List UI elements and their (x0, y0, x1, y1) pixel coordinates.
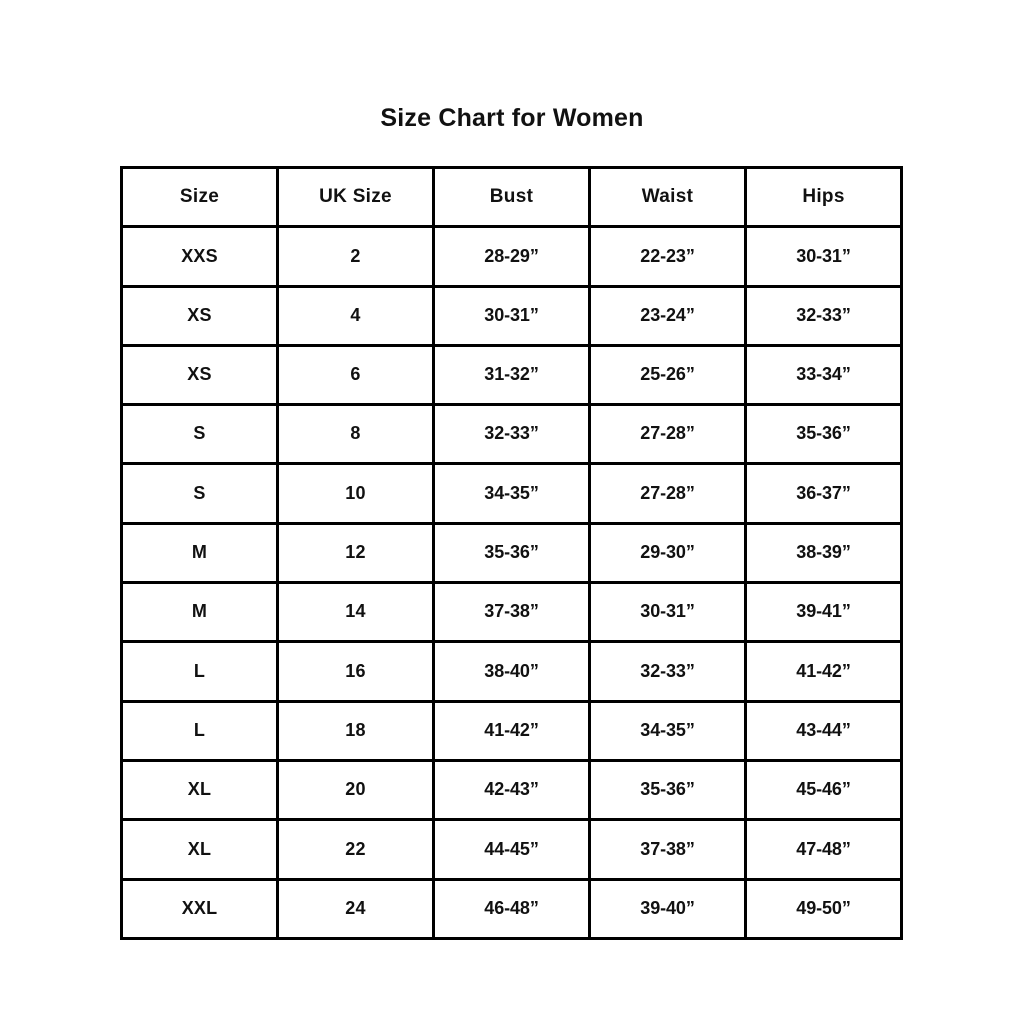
cell-size: XL (120, 758, 279, 822)
cell-bust: 30-31” (432, 284, 591, 347)
cell-bust: 41-42” (432, 699, 591, 762)
cell-size: M (120, 521, 279, 585)
size-chart-table-container: Size UK Size Bust Waist Hips XXS 2 28-29” 2… (120, 165, 903, 940)
cell-hips: 32-33” (744, 284, 903, 347)
cell-uk-size: 22 (276, 818, 435, 881)
cell-size: XXL (120, 877, 279, 940)
table-row: S 10 34-35” 27-28” 36-37” (120, 462, 903, 525)
cell-uk-size: 4 (276, 284, 435, 347)
cell-hips: 41-42” (744, 640, 903, 703)
table-row: XS 6 31-32” 25-26” 33-34” (120, 343, 903, 407)
cell-hips: 49-50” (744, 877, 903, 940)
cell-waist: 39-40” (588, 877, 747, 940)
cell-size: L (120, 640, 279, 703)
cell-size: M (120, 581, 279, 644)
cell-size: S (120, 462, 279, 525)
cell-bust: 28-29” (432, 225, 591, 288)
cell-bust: 42-43” (432, 758, 591, 822)
cell-size: XS (120, 284, 279, 347)
table-body: XXS 2 28-29” 22-23” 30-31” XS 4 30-31” 23-24” 32-… (120, 225, 903, 940)
cell-uk-size: 24 (276, 877, 435, 940)
cell-hips: 38-39” (744, 521, 903, 585)
cell-waist: 34-35” (588, 699, 747, 762)
cell-uk-size: 8 (276, 403, 435, 466)
cell-hips: 47-48” (744, 818, 903, 881)
column-header-bust: Bust (432, 165, 591, 229)
table-row: L 16 38-40” 32-33” 41-42” (120, 640, 903, 703)
cell-bust: 34-35” (432, 462, 591, 525)
cell-waist: 30-31” (588, 581, 747, 644)
table-row: M 14 37-38” 30-31” 39-41” (120, 581, 903, 644)
table-row: L 18 41-42” 34-35” 43-44” (120, 699, 903, 762)
cell-waist: 32-33” (588, 640, 747, 703)
cell-bust: 35-36” (432, 521, 591, 585)
cell-waist: 27-28” (588, 462, 747, 525)
column-header-uk-size: UK Size (276, 165, 435, 229)
cell-bust: 44-45” (432, 818, 591, 881)
table-row: XL 20 42-43” 35-36” 45-46” (120, 758, 903, 822)
cell-waist: 23-24” (588, 284, 747, 347)
cell-bust: 37-38” (432, 581, 591, 644)
cell-bust: 38-40” (432, 640, 591, 703)
cell-hips: 43-44” (744, 699, 903, 762)
cell-waist: 37-38” (588, 818, 747, 881)
cell-hips: 33-34” (744, 343, 903, 407)
cell-bust: 31-32” (432, 343, 591, 407)
size-chart-table: Size UK Size Bust Waist Hips XXS 2 28-29” 2… (120, 165, 903, 940)
cell-uk-size: 10 (276, 462, 435, 525)
column-header-hips: Hips (744, 165, 903, 229)
cell-hips: 30-31” (744, 225, 903, 288)
cell-size: S (120, 403, 279, 466)
table-row: XS 4 30-31” 23-24” 32-33” (120, 284, 903, 347)
page-title: Size Chart for Women (380, 104, 644, 132)
cell-hips: 45-46” (744, 758, 903, 822)
table-row: XXS 2 28-29” 22-23” 30-31” (120, 225, 903, 288)
table-row: S 8 32-33” 27-28” 35-36” (120, 403, 903, 466)
cell-uk-size: 12 (276, 521, 435, 585)
column-header-size: Size (120, 165, 279, 229)
cell-hips: 39-41” (744, 581, 903, 644)
cell-waist: 29-30” (588, 521, 747, 585)
table-header-row: Size UK Size Bust Waist Hips (120, 165, 903, 229)
table-row: XXL 24 46-48” 39-40” 49-50” (120, 877, 903, 940)
cell-size: XXS (120, 225, 279, 288)
cell-waist: 27-28” (588, 403, 747, 466)
cell-uk-size: 14 (276, 581, 435, 644)
cell-uk-size: 2 (276, 225, 435, 288)
cell-uk-size: 20 (276, 758, 435, 822)
table-header: Size UK Size Bust Waist Hips (120, 165, 903, 229)
cell-size: L (120, 699, 279, 762)
cell-bust: 46-48” (432, 877, 591, 940)
cell-waist: 22-23” (588, 225, 747, 288)
cell-hips: 36-37” (744, 462, 903, 525)
cell-hips: 35-36” (744, 403, 903, 466)
cell-uk-size: 16 (276, 640, 435, 703)
cell-bust: 32-33” (432, 403, 591, 466)
cell-waist: 25-26” (588, 343, 747, 407)
table-row: M 12 35-36” 29-30” 38-39” (120, 521, 903, 585)
column-header-waist: Waist (588, 165, 747, 229)
cell-uk-size: 18 (276, 699, 435, 762)
cell-size: XL (120, 818, 279, 881)
table-row: XL 22 44-45” 37-38” 47-48” (120, 818, 903, 881)
cell-size: XS (120, 343, 279, 407)
cell-waist: 35-36” (588, 758, 747, 822)
cell-uk-size: 6 (276, 343, 435, 407)
